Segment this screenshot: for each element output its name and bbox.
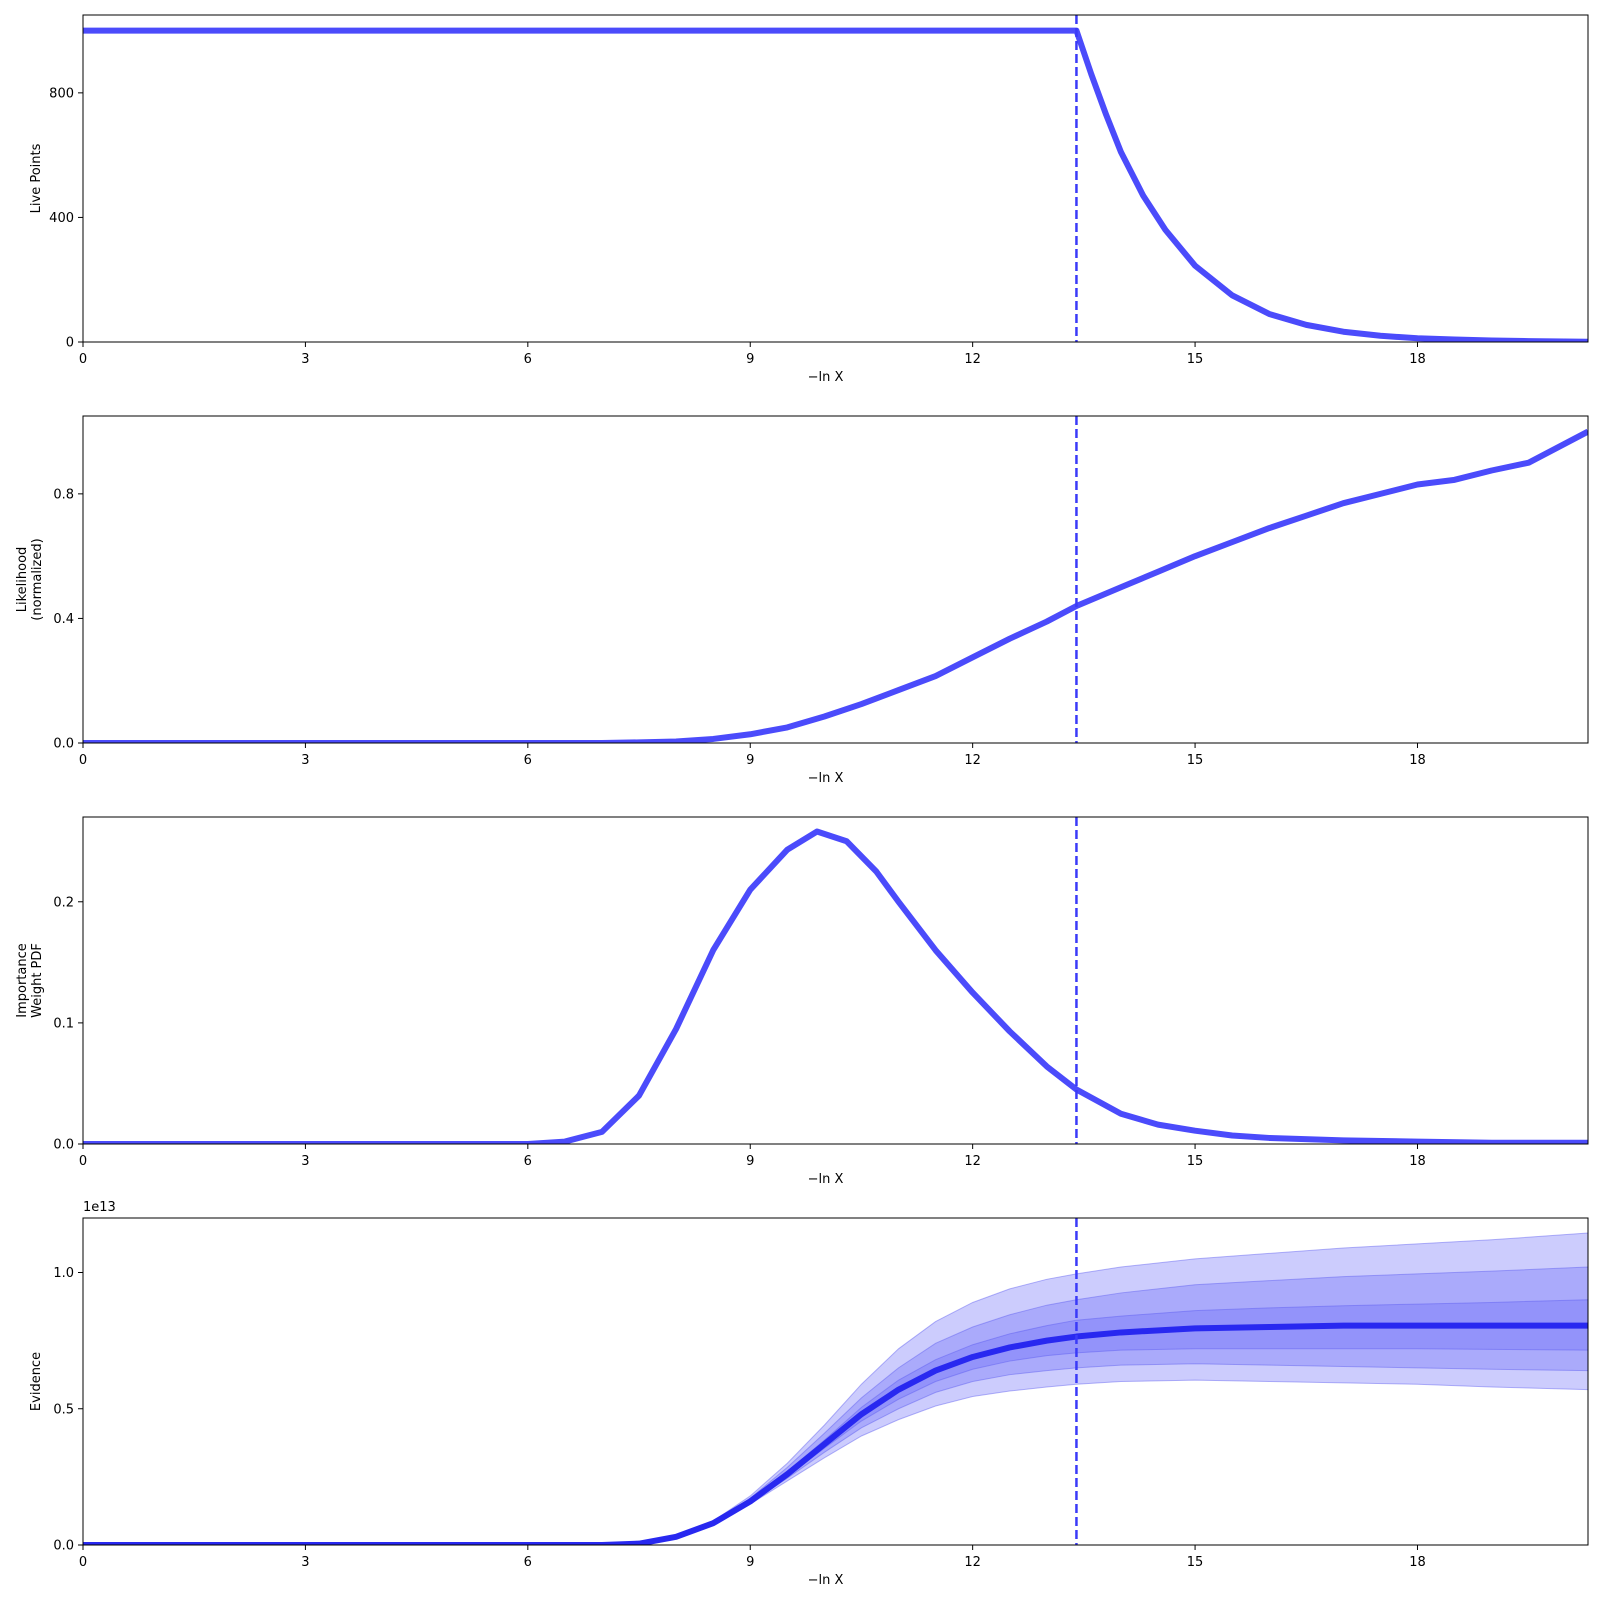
y-axis-label-line: Importance: [15, 943, 30, 1018]
x-tick-label: 3: [301, 1555, 309, 1570]
x-tick-label: 6: [524, 753, 532, 768]
x-tick-label: 15: [1187, 1154, 1204, 1169]
y-tick-label: 0.0: [53, 1539, 74, 1554]
x-tick-label: 6: [524, 1154, 532, 1169]
x-tick-label: 18: [1409, 352, 1426, 367]
y-tick-label: 0.0: [53, 1138, 74, 1153]
evidence-median-line: [83, 1322, 1588, 1545]
axes-frame: [82, 14, 1589, 343]
x-tick-label: 6: [524, 352, 532, 367]
x-tick-label: 9: [746, 1154, 754, 1169]
x-tick-label: 0: [79, 1154, 87, 1169]
y-tick-label: 0.0: [53, 737, 74, 752]
panel-2: 0 3 6 9 12 15 18 0.0 0.4 0.8 −ln X Likelihood (norma…: [15, 415, 1589, 786]
y-tick-label: 0.1: [53, 1016, 74, 1031]
y-axis-label-line: Evidence: [29, 1352, 44, 1411]
y-axis-offset-label: 1e13: [83, 1200, 116, 1215]
y-axis-label: Live Points: [29, 143, 44, 213]
x-tick-label: 0: [79, 1555, 87, 1570]
confidence-band-2: [83, 1266, 1588, 1545]
plot-area: [83, 27, 1588, 342]
y-tick-label: 0.2: [53, 895, 74, 910]
x-tick-label: 9: [746, 1555, 754, 1570]
y-tick-label: 0.8: [53, 487, 74, 502]
x-tick-label: 3: [301, 753, 309, 768]
axes-frame: [82, 415, 1589, 744]
x-tick-label: 3: [301, 1154, 309, 1169]
x-tick-label: 15: [1187, 753, 1204, 768]
x-tick-label: 0: [79, 753, 87, 768]
y-axis-label-line: (normalized): [30, 538, 45, 620]
x-tick-label: 15: [1187, 1555, 1204, 1570]
y-axis-label-line: Likelihood: [15, 547, 30, 613]
y-tick-label: 0: [66, 336, 74, 351]
y-axis-label: Importance Weight PDF: [15, 943, 45, 1018]
y-tick-label: 0.4: [53, 612, 74, 627]
x-axis-label: −ln X: [808, 370, 844, 385]
y-tick-label: 1.0: [53, 1266, 74, 1281]
y-axis-label-line: Weight PDF: [30, 943, 45, 1018]
axes-frame: [82, 1217, 1589, 1546]
y-axis-label: Evidence: [29, 1352, 44, 1411]
x-tick-label: 9: [746, 352, 754, 367]
x-axis-label: −ln X: [808, 1172, 844, 1187]
y-tick-label: 400: [49, 211, 74, 226]
x-tick-label: 9: [746, 753, 754, 768]
x-tick-label: 6: [524, 1555, 532, 1570]
panel-3: 0 3 6 9 12 15 18 0.0 0.1 0.2 −ln X Importance Weight…: [15, 816, 1589, 1187]
x-tick-label: 3: [301, 352, 309, 367]
x-tick-label: 12: [964, 1154, 981, 1169]
x-tick-label: 18: [1409, 753, 1426, 768]
y-tick-label: 800: [49, 86, 74, 101]
series-line: [83, 27, 1588, 342]
y-axis-label: Likelihood (normalized): [15, 538, 45, 620]
plot-area: [83, 428, 1588, 743]
x-tick-label: 12: [964, 753, 981, 768]
plot-area: [83, 828, 1588, 1144]
series-line: [83, 428, 1588, 743]
y-axis-label-line: Live Points: [29, 143, 44, 213]
x-tick-label: 12: [964, 352, 981, 367]
x-tick-label: 12: [964, 1555, 981, 1570]
panel-1: 0 3 6 9 12 15 18 0 400 800 −ln X Live Points: [29, 14, 1589, 385]
panel-4: 0 3 6 9 12 15 18 0.0 0.5 1.0 1e13 −ln X Evidence: [29, 1200, 1589, 1588]
x-tick-label: 18: [1409, 1555, 1426, 1570]
x-axis-label: −ln X: [808, 771, 844, 786]
x-tick-label: 18: [1409, 1154, 1426, 1169]
axes-frame: [82, 816, 1589, 1145]
x-tick-label: 15: [1187, 352, 1204, 367]
x-axis-label: −ln X: [808, 1573, 844, 1588]
confidence-band-1: [83, 1232, 1588, 1545]
x-tick-label: 0: [79, 352, 87, 367]
plot-area: [83, 1232, 1588, 1545]
y-tick-label: 0.5: [53, 1402, 74, 1417]
series-line: [83, 828, 1588, 1144]
